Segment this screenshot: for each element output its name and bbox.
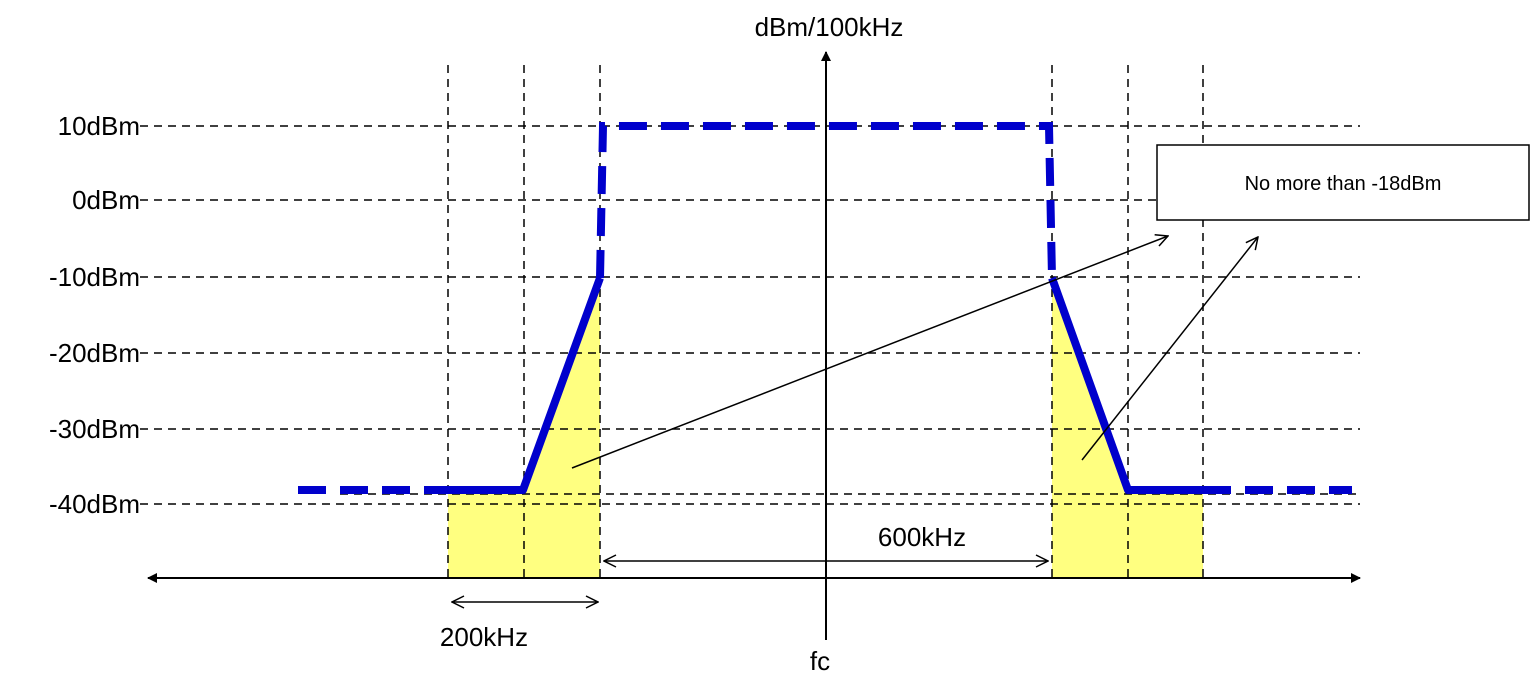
span-200-label: 200kHz [440, 622, 528, 652]
y-axis-label: dBm/100kHz [755, 12, 904, 42]
y-level-label: -30dBm [49, 414, 140, 444]
y-level-label: -10dBm [49, 262, 140, 292]
callout-text: No more than -18dBm [1245, 173, 1442, 195]
y-level-label: -20dBm [49, 338, 140, 368]
callout-box [1156, 144, 1530, 221]
mask-dashed-segments [298, 122, 1352, 494]
callout-pointer-left [571, 236, 1168, 469]
center-frequency-label: fc [810, 646, 830, 676]
y-level-label: -40dBm [49, 489, 140, 519]
mask-solid-slopes [448, 276, 1203, 494]
y-level-label: 10dBm [58, 111, 140, 141]
left-emission-region [448, 278, 600, 578]
callout-pointer-right [1081, 237, 1258, 461]
right-emission-region [1052, 278, 1203, 578]
y-level-label: 0dBm [72, 185, 140, 215]
span-600-label: 600kHz [878, 522, 966, 552]
